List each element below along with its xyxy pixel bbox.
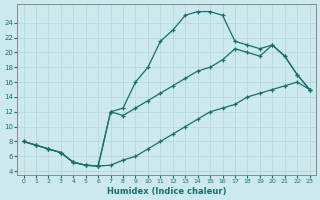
X-axis label: Humidex (Indice chaleur): Humidex (Indice chaleur) (107, 187, 226, 196)
